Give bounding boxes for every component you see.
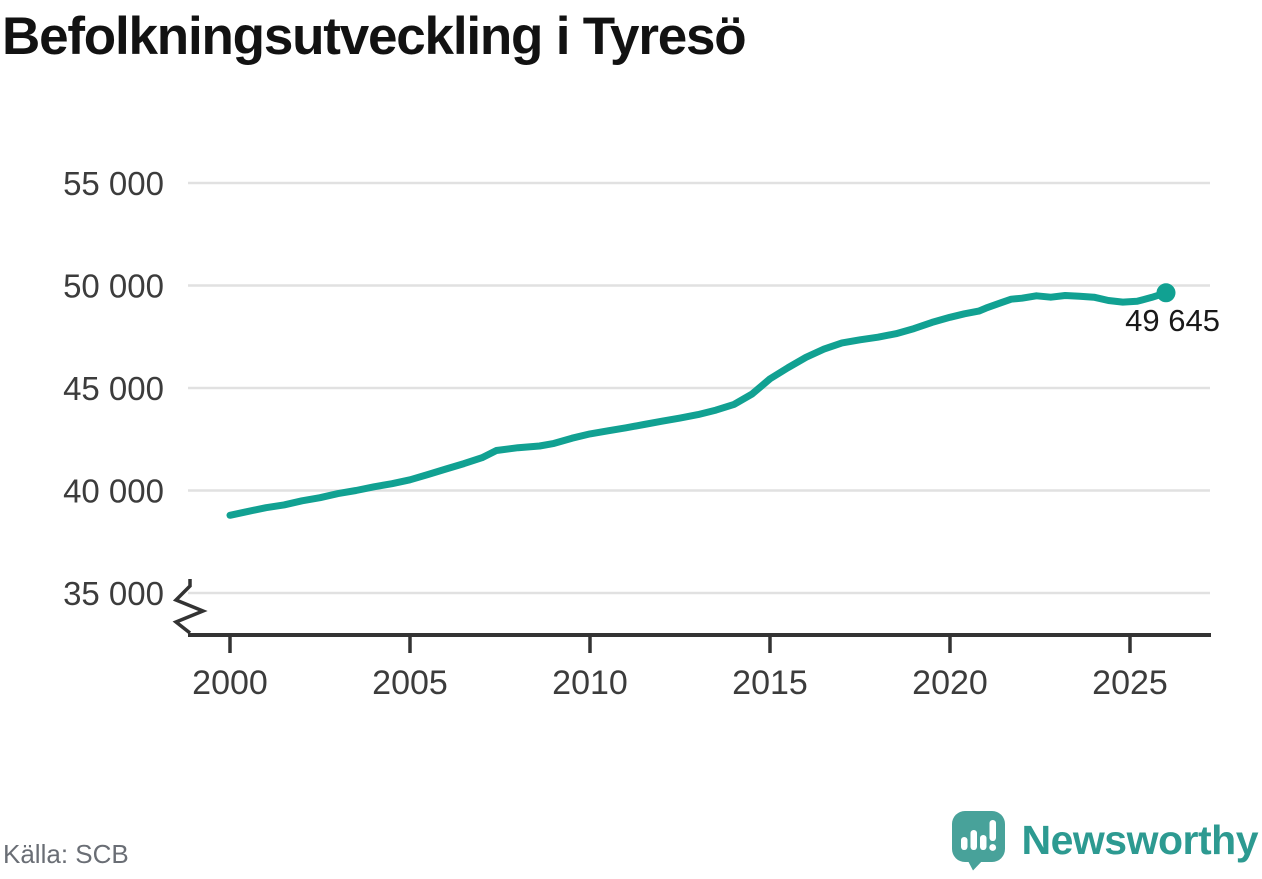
x-axis-tick-label: 2005 (372, 664, 448, 702)
logo-bar-2 (970, 830, 977, 850)
x-axis-tick-label: 2020 (912, 664, 988, 702)
population-line-chart: 55 000 50 000 45 000 40 000 35 000 2000 2005 20… (63, 165, 1220, 702)
chart-title: Befolkningsutveckling i Tyresö (2, 7, 747, 66)
y-axis-tick-label: 40 000 (63, 473, 164, 510)
population-line (226, 289, 1170, 519)
x-axis-tick-label: 2015 (732, 664, 808, 702)
logo-bubble-tail (966, 859, 984, 871)
newsworthy-icon (951, 811, 1005, 871)
logo-bar-3 (979, 835, 986, 850)
latest-point-marker (1156, 283, 1176, 303)
y-axis-tick-label: 45 000 (63, 370, 164, 407)
y-axis-tick-label: 50 000 (63, 268, 164, 305)
x-axis-tick-label: 2010 (552, 664, 628, 702)
source-note: Källa: SCB (3, 839, 129, 869)
y-axis-break-icon (172, 579, 208, 635)
newsworthy-logo: Newsworthy (949, 809, 1259, 871)
logo-bar-1 (960, 837, 967, 850)
x-axis-tick-label: 2000 (192, 664, 268, 702)
latest-value-label: 49 645 (1125, 303, 1220, 338)
y-axis-tick-label: 35 000 (63, 575, 164, 612)
x-axis-tick-label: 2025 (1092, 664, 1168, 702)
logo-exclamation-bar (989, 820, 996, 841)
logo-exclamation-dot (988, 844, 996, 851)
logo-bubble (951, 811, 1005, 862)
newsworthy-wordmark: Newsworthy (1021, 816, 1259, 863)
y-axis-tick-label: 55 000 (63, 165, 164, 202)
